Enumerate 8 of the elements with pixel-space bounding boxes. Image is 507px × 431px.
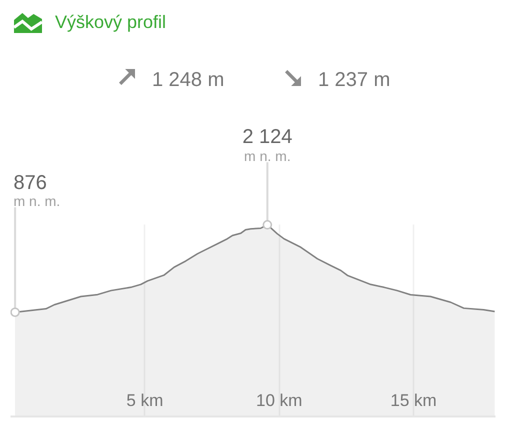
x-tick-label: 5 km <box>126 391 164 410</box>
text: 1 237 m <box>318 68 390 91</box>
chart-title: Výškový profil <box>55 12 166 32</box>
annotation: 876 m n. m. <box>14 172 60 210</box>
x-tick-label: 10 km <box>256 391 302 410</box>
annotation: 2 124 m n. m. <box>242 126 292 164</box>
x-tick-label: 15 km <box>390 391 437 410</box>
text: 1 248 m <box>152 68 224 91</box>
